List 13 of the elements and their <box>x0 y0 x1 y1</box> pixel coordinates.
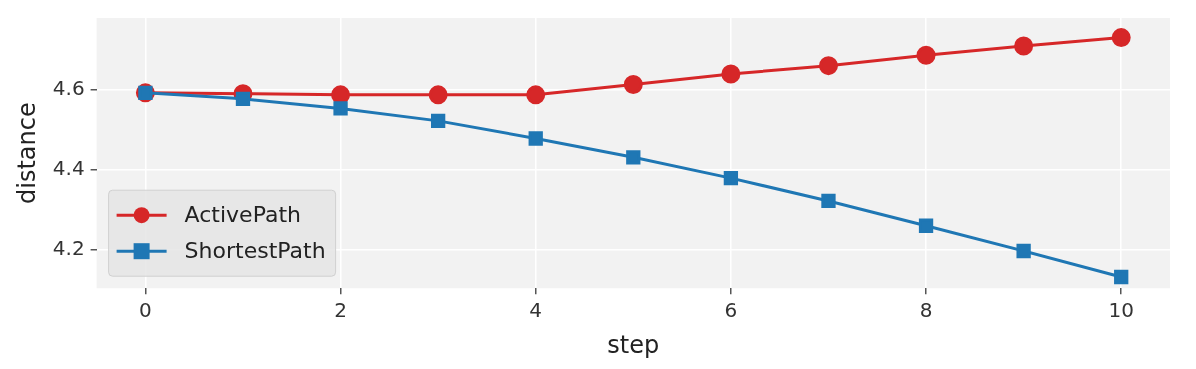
x-tick-label: 4 <box>529 298 543 323</box>
x-tick-label: 2 <box>334 298 347 323</box>
legend-label: ActivePath <box>184 201 301 227</box>
x-axis-title: step <box>607 330 660 359</box>
x-tick-label: 0 <box>139 298 152 323</box>
y-tick-label: 4.6 <box>52 75 85 100</box>
y-axis-title: distance <box>12 102 41 204</box>
y-tick-label: 4.2 <box>52 235 85 260</box>
x-tick-label: 6 <box>724 298 738 323</box>
legend-label: ShortestPath <box>184 237 326 263</box>
x-tick-label: 10 <box>1108 298 1134 323</box>
x-tick-label: 8 <box>919 298 933 323</box>
y-tick-label: 4.4 <box>52 155 85 180</box>
